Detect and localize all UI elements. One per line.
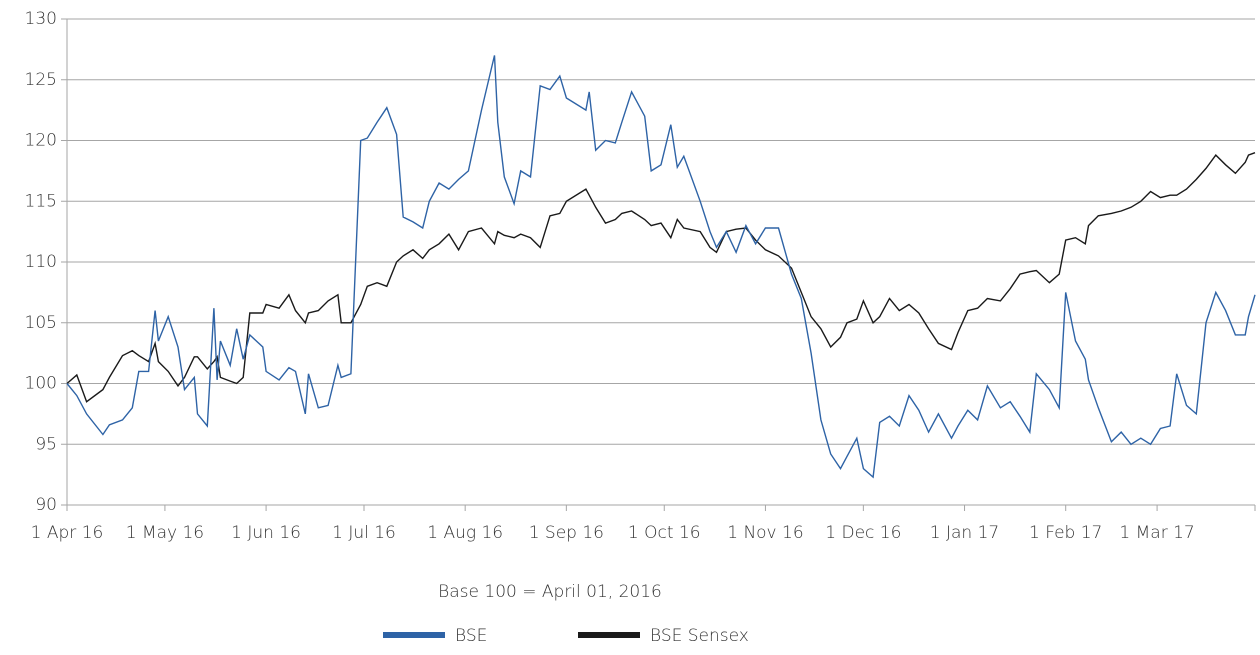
x-tick-label: 1 Jul 16 [332, 523, 396, 543]
series-line [66, 152, 1256, 403]
legend-swatch [578, 632, 640, 638]
y-tick-label: 105 [25, 313, 57, 333]
note: Base 100 = April 01, 2016 [438, 582, 662, 602]
series-line [66, 55, 1256, 479]
x-tick-label: 1 Sep 16 [529, 523, 604, 543]
legend-label: BSE [455, 626, 487, 646]
x-tick-label: 1 Jun 16 [231, 523, 301, 543]
x-tick-label: 1 Jan 17 [930, 523, 999, 543]
legend-swatch [383, 632, 445, 638]
x-tick-label: 1 Feb 17 [1029, 523, 1102, 543]
y-tick-label: 110 [25, 252, 57, 272]
legend-label: BSE Sensex [650, 626, 749, 646]
x-tick-label: 1 Aug 16 [427, 523, 503, 543]
x-tick-label: 1 Apr 16 [31, 523, 104, 543]
y-tick-label: 115 [25, 191, 57, 211]
y-tick-label: 130 [25, 9, 57, 29]
y-tick-label: 120 [25, 131, 57, 151]
y-tick-label: 125 [25, 70, 57, 90]
x-tick-label: 1 May 16 [126, 523, 204, 543]
y-tick-label: 95 [35, 434, 57, 454]
x-tick-label: 1 Mar 17 [1119, 523, 1194, 543]
x-tick-label: 1 Oct 16 [628, 523, 701, 543]
x-tick-label: 1 Nov 16 [727, 523, 803, 543]
y-tick-label: 100 [25, 374, 57, 394]
y-tick-label: 90 [35, 495, 57, 515]
x-tick-label: 1 Dec 16 [825, 523, 901, 543]
